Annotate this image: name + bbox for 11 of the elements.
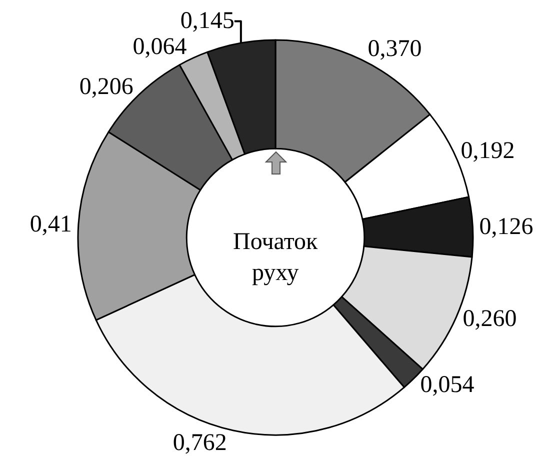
data-label: 0,762	[172, 430, 227, 456]
data-label: 0,260	[462, 306, 517, 332]
data-label: 0,145	[180, 8, 234, 34]
data-label: 0,370	[368, 36, 422, 62]
data-label: 0,206	[79, 74, 134, 100]
data-label: 0,054	[420, 372, 474, 398]
data-label: 0,192	[460, 138, 515, 164]
data-label: 0,41	[30, 211, 72, 238]
data-label: 0,126	[479, 214, 534, 240]
data-label: 0,064	[132, 34, 187, 60]
text: Початок руху	[233, 229, 318, 286]
